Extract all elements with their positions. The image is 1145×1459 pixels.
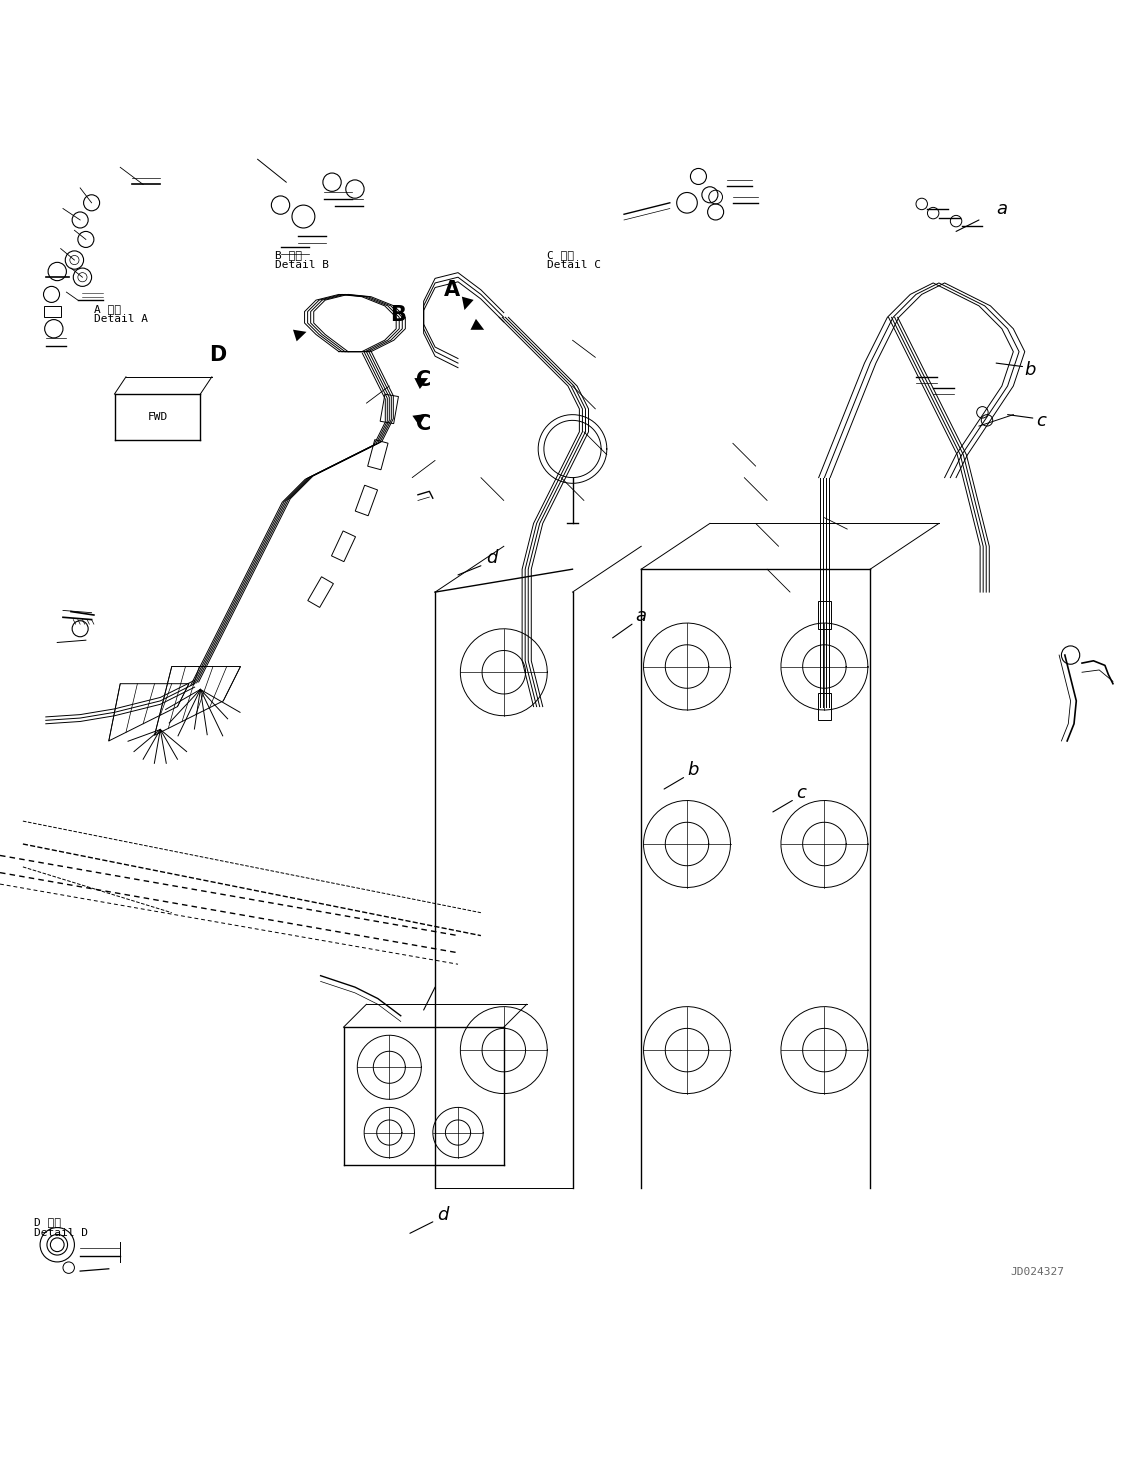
Text: c: c bbox=[796, 783, 806, 802]
Text: FWD: FWD bbox=[148, 411, 167, 422]
Text: C: C bbox=[416, 413, 432, 433]
Text: d: d bbox=[487, 550, 498, 568]
Text: a: a bbox=[996, 200, 1008, 219]
Text: C 詳細: C 詳細 bbox=[547, 249, 575, 260]
Text: Detail D: Detail D bbox=[34, 1227, 88, 1237]
Text: B: B bbox=[390, 305, 406, 325]
Text: D 詳細: D 詳細 bbox=[34, 1217, 62, 1227]
Bar bbox=[44, 306, 61, 317]
Text: Detail B: Detail B bbox=[275, 260, 329, 270]
Text: D: D bbox=[208, 344, 227, 365]
Text: b: b bbox=[687, 762, 698, 779]
Text: Detail A: Detail A bbox=[94, 314, 148, 324]
Text: d: d bbox=[437, 1205, 449, 1224]
Text: a: a bbox=[635, 607, 647, 624]
Text: c: c bbox=[1036, 411, 1047, 430]
Text: b: b bbox=[1025, 360, 1036, 378]
Text: JD024327: JD024327 bbox=[1011, 1266, 1065, 1277]
Text: C: C bbox=[416, 371, 432, 390]
Text: Detail C: Detail C bbox=[547, 260, 601, 270]
Text: B 詳細: B 詳細 bbox=[275, 249, 302, 260]
Text: A: A bbox=[444, 280, 460, 299]
Text: A 詳細: A 詳細 bbox=[94, 303, 121, 314]
